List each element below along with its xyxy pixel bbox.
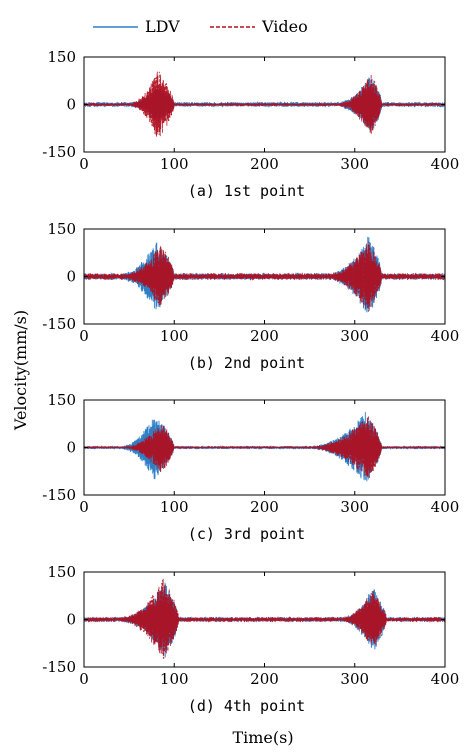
x-tick-label: 300 [340,155,369,173]
series-video-line [84,241,445,312]
y-tick-label: 0 [66,439,76,457]
y-tick-label: -150 [42,315,76,333]
series-video-line [84,71,445,137]
y-tick-label: 150 [47,563,76,581]
x-tick-label: 0 [79,327,89,345]
x-tick-label: 0 [79,498,89,516]
legend-ldv-label: LDV [145,17,180,36]
x-tick-label: 100 [160,498,189,516]
y-tick-label: 0 [66,611,76,629]
x-tick-label: 400 [431,155,460,173]
x-axis-label: Time(s) [232,728,293,747]
series-video-line [84,578,445,659]
x-tick-label: 200 [250,155,279,173]
y-tick-label: -150 [42,486,76,504]
y-tick-label: 0 [66,268,76,286]
x-tick-label: 0 [79,670,89,688]
x-tick-label: 300 [340,327,369,345]
x-tick-label: 100 [160,155,189,173]
legend: LDV Video [93,17,308,36]
subplot-caption: (d) 4th point [188,697,305,715]
subplot-caption: (b) 2nd point [188,354,305,372]
y-tick-label: -150 [42,658,76,676]
x-tick-label: 0 [79,155,89,173]
y-tick-label: 0 [66,96,76,114]
subplot-caption: (c) 3rd point [188,525,305,543]
x-tick-label: 400 [431,498,460,516]
y-tick-label: 150 [47,391,76,409]
x-tick-label: 400 [431,327,460,345]
x-tick-label: 200 [250,498,279,516]
y-axis-label: Velocity(mm/s) [11,310,30,431]
x-tick-label: 100 [160,670,189,688]
y-tick-label: -150 [42,143,76,161]
x-tick-label: 100 [160,327,189,345]
subplot-caption: (a) 1st point [188,182,305,200]
x-tick-label: 200 [250,670,279,688]
legend-video-label: Video [261,17,308,36]
series-video-line [84,415,445,478]
x-tick-label: 300 [340,670,369,688]
x-tick-label: 200 [250,327,279,345]
x-tick-label: 300 [340,498,369,516]
x-tick-label: 400 [431,670,460,688]
y-tick-label: 150 [47,220,76,238]
y-tick-label: 150 [47,48,76,66]
